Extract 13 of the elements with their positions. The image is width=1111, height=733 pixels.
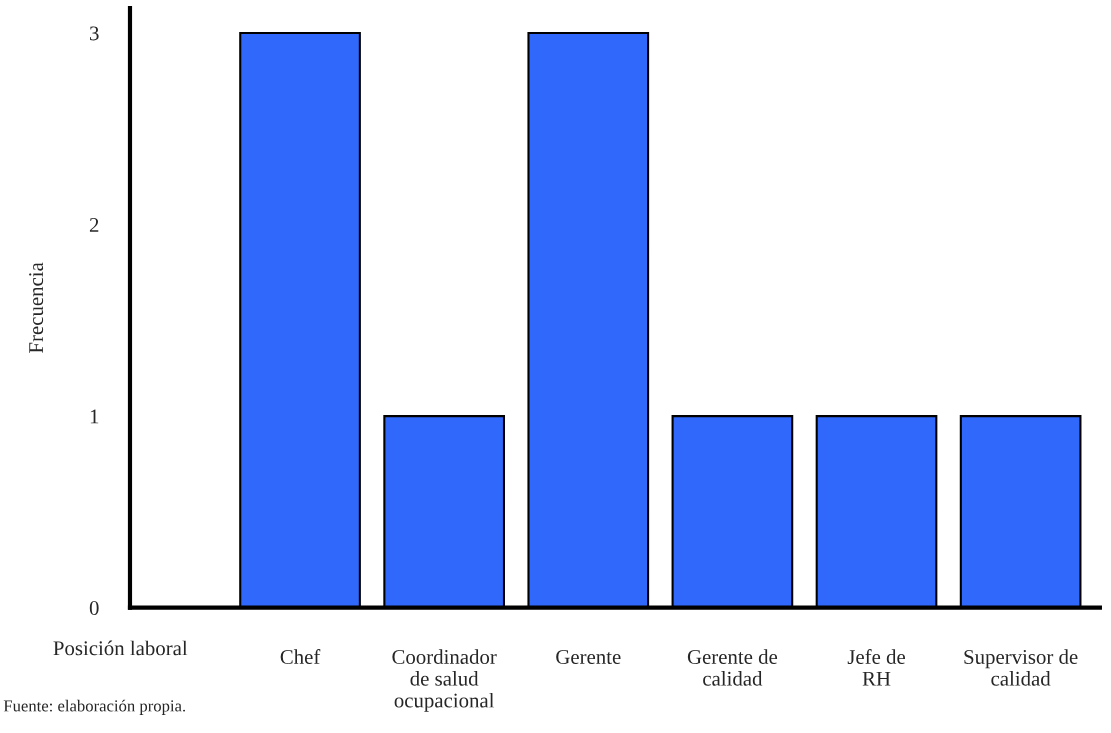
x-tick-label: Gerente de calidad — [687, 649, 778, 686]
x-tick-label: Coordinador de salud ocupacional — [392, 649, 497, 712]
x-axis-title: Posición laboral — [53, 640, 188, 656]
y-tick-label: 3 — [90, 26, 99, 41]
x-tick-label: Supervisor de calidad — [964, 649, 1078, 686]
y-axis-title: Frecuencia — [29, 262, 44, 353]
source-note: Fuente: elaboración propia. — [3, 699, 186, 715]
x-tick-label: Jefe de RH — [847, 649, 905, 686]
x-tick-label: Gerente — [556, 649, 621, 664]
y-tick-label: 0 — [89, 601, 99, 616]
y-tick-label: 1 — [90, 409, 99, 424]
x-tick-label: Chef — [280, 649, 321, 664]
y-tick-label: 2 — [89, 217, 99, 232]
